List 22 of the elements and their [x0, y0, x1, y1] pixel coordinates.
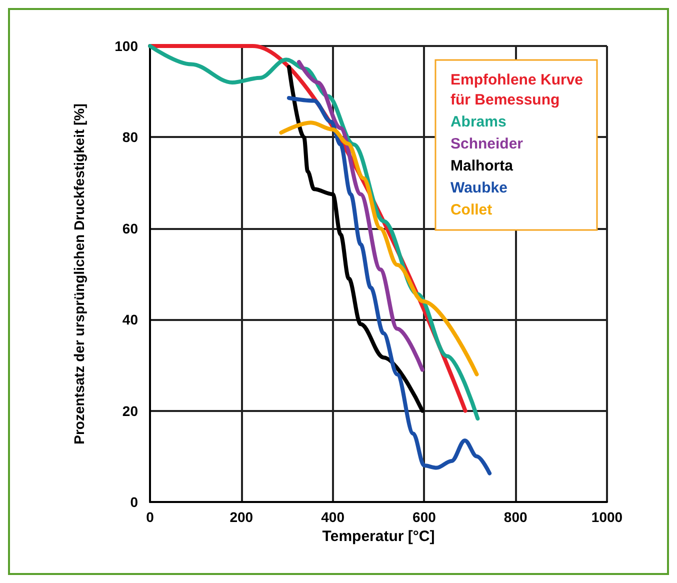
text: Schneider: [450, 136, 524, 152]
x-tick-label: 1000: [591, 509, 623, 525]
y-axis-title: Prozentsatz der ursprünglichen Druckfestigkeit [%]: [71, 104, 87, 444]
y-tick-label: 60: [122, 220, 138, 236]
text: Empfohlene Kurve für Bemessung: [450, 72, 584, 108]
y-tick-label: 40: [122, 312, 138, 328]
line-series: [286, 64, 424, 413]
text: Collet: [450, 202, 492, 218]
x-tick-label: 0: [146, 509, 154, 525]
y-tick-label: 100: [114, 38, 138, 54]
text: Malhorta: [450, 158, 514, 174]
x-tick-label: 800: [504, 509, 528, 525]
y-tick-label: 80: [122, 129, 138, 146]
line-series: [296, 60, 424, 372]
text: Waubke: [450, 180, 508, 196]
x-axis-title: Temperatur [°C]: [322, 528, 435, 545]
x-tick-label: 400: [321, 509, 345, 525]
x-tick-label: 600: [412, 509, 436, 525]
y-tick-label: 0: [130, 494, 138, 510]
x-tick-label: 200: [230, 509, 254, 525]
y-tick-label: 20: [122, 402, 138, 419]
text: Abrams: [450, 114, 506, 130]
